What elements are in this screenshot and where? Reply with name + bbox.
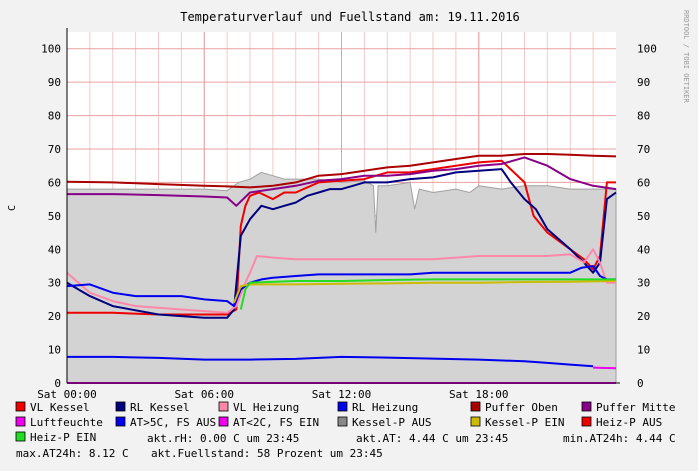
- y-axis-label: C: [7, 205, 18, 211]
- y-tick-label-left: 20: [48, 310, 61, 323]
- x-tick-label: Sat 06:00: [174, 388, 234, 401]
- y-tick-label-left: 60: [48, 176, 61, 189]
- y-tick-label-left: 70: [48, 143, 61, 156]
- legend-label: Puffer Mitte: [596, 401, 675, 414]
- x-tick-label: Sat 18:00: [449, 388, 509, 401]
- series-heiz-p-ein: [239, 278, 616, 310]
- stat-akt-rh: akt.rH: 0.00 C um 23:45: [147, 432, 299, 445]
- y-tick-label-left: 30: [48, 277, 61, 290]
- legend-swatch: [470, 416, 481, 427]
- x-tick-label: Sat 00:00: [37, 388, 97, 401]
- legend: VL Kessel RL Kessel VL Heizung RL Heizung Pu…: [15, 401, 675, 444]
- legend-label: VL Kessel: [30, 401, 90, 414]
- series-puffer-mitte: [67, 156, 617, 207]
- legend-swatch: [115, 416, 126, 427]
- series-rl-kessel: [66, 168, 617, 319]
- legend-label: Heiz-P AUS: [596, 416, 662, 429]
- y-tick-label-right: 60: [637, 176, 650, 189]
- stat-akt-at: akt.AT: 4.44 C um 23:45: [356, 432, 508, 445]
- watermark: RRDTOOL / TOBI OETIKER: [682, 10, 690, 104]
- series-puffer-oben: [66, 153, 617, 189]
- y-tick-label-right: 80: [637, 110, 650, 123]
- legend-label: Kessel-P AUS: [352, 416, 431, 429]
- y-tick-label-left: 80: [48, 110, 61, 123]
- legend-swatch: [218, 401, 229, 412]
- y-tick-label-right: 10: [637, 344, 650, 357]
- y-tick-label-right: 70: [637, 143, 650, 156]
- legend-swatch: [337, 401, 348, 412]
- legend-label: RL Heizung: [352, 401, 418, 414]
- y-tick-label-left: 100: [41, 43, 61, 56]
- legend-label: Luftfeuchte: [30, 416, 103, 429]
- legend-label: AT>5C, FS AUS: [130, 416, 216, 429]
- stat-min-at24h: min.AT24h: 4.44 C: [563, 432, 676, 445]
- legend-swatch: [470, 401, 481, 412]
- series-rl-heizung: [66, 265, 616, 308]
- legend-label: Puffer Oben: [485, 401, 558, 414]
- legend-swatch: [337, 416, 348, 427]
- y-tick-label-right: 90: [637, 76, 650, 89]
- y-tick-label-right: 40: [637, 243, 650, 256]
- y-tick-label-left: 0: [54, 377, 61, 390]
- legend-swatch: [581, 416, 592, 427]
- x-tick-label: Sat 12:00: [312, 388, 372, 401]
- legend-label: RL Kessel: [130, 401, 190, 414]
- plot-area: 0 0 10 10 20 20 30 30 40 40 50 50 60 60 70 70 80 80 90 90 10…: [37, 28, 657, 401]
- legend-swatch: [15, 401, 26, 412]
- stat-max-at24h: max.AT24h: 8.12 C: [16, 447, 129, 460]
- legend-swatch: [115, 401, 126, 412]
- chart-title: Temperaturverlauf und Fuellstand am: 19.…: [180, 10, 520, 24]
- y-tick-label-right: 50: [637, 210, 650, 223]
- legend-label: Heiz-P EIN: [30, 431, 96, 444]
- legend-label: VL Heizung: [233, 401, 299, 414]
- series-kessel-p-ein: [233, 280, 617, 304]
- y-tick-label-left: 40: [48, 243, 61, 256]
- y-tick-label-left: 50: [48, 210, 61, 223]
- stat-akt-fuellstand: akt.Fuellstand: 58 Prozent um 23:45: [151, 447, 383, 460]
- series-vl-heizung: [66, 248, 616, 314]
- legend-swatch: [581, 401, 592, 412]
- y-tick-label-right: 0: [637, 377, 644, 390]
- legend-label: Kessel-P EIN: [485, 416, 564, 429]
- series-at-2c-fs-ein: [593, 366, 617, 370]
- y-tick-label-right: 20: [637, 310, 650, 323]
- fuellstand-area: [66, 171, 617, 384]
- legend-label: AT<2C, FS EIN: [233, 416, 319, 429]
- y-tick-label-right: 100: [637, 43, 657, 56]
- series-at-5c-fs-aus: [67, 355, 594, 368]
- y-tick-label-right: 30: [637, 277, 650, 290]
- legend-swatch: [15, 416, 26, 427]
- legend-swatch: [218, 416, 229, 427]
- legend-swatch: [15, 431, 26, 442]
- y-tick-label-left: 90: [48, 76, 61, 89]
- y-tick-label-left: 10: [48, 344, 61, 357]
